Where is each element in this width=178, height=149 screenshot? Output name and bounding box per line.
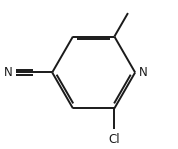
Text: Cl: Cl: [109, 133, 120, 146]
Text: N: N: [139, 66, 148, 79]
Text: N: N: [4, 66, 13, 79]
